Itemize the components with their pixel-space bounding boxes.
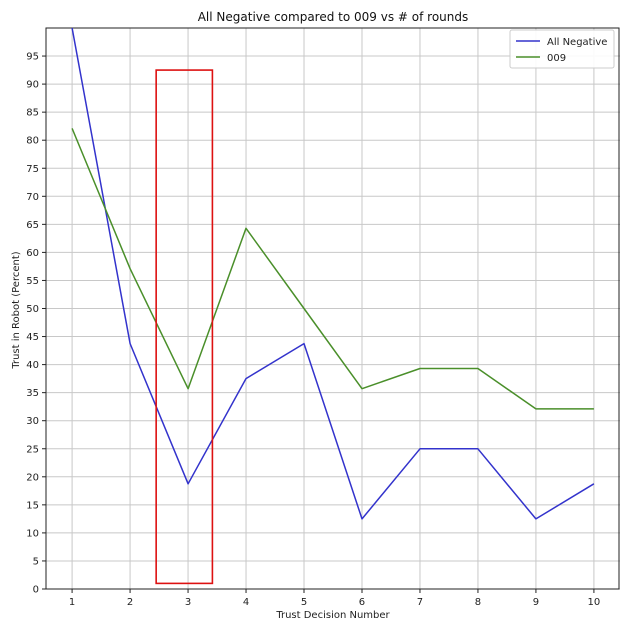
x-tick-label: 2 (127, 597, 133, 608)
y-tick-label: 15 (26, 500, 39, 511)
x-axis-ticks: 1 2 3 4 5 6 7 8 9 10 (69, 589, 600, 608)
y-tick-label: 45 (26, 332, 39, 343)
x-tick-label: 7 (417, 597, 423, 608)
series-line-all-negative (71, 27, 595, 520)
y-tick-label: 0 (33, 585, 39, 596)
y-axis-label: Trust in Robot (Percent) (11, 251, 22, 369)
x-tick-label: 10 (588, 597, 601, 608)
highlight-box (155, 69, 214, 585)
y-tick-label: 35 (26, 388, 39, 399)
y-tick-label: 60 (26, 248, 39, 259)
y-tick-label: 25 (26, 444, 39, 455)
legend: All Negative 009 (509, 29, 615, 69)
x-tick-label: 1 (69, 597, 75, 608)
grid (46, 28, 620, 590)
y-tick-label: 90 (26, 80, 39, 91)
y-tick-label: 30 (26, 416, 39, 427)
x-tick-label: 8 (475, 597, 481, 608)
series-lines (71, 27, 595, 520)
x-tick-label: 5 (301, 597, 307, 608)
y-tick-label: 80 (26, 136, 39, 147)
x-tick-label: 9 (533, 597, 539, 608)
x-tick-label: 3 (185, 597, 191, 608)
y-tick-label: 75 (26, 164, 39, 175)
chart-title: All Negative compared to 009 vs # of rou… (198, 10, 469, 24)
x-tick-label: 4 (243, 597, 249, 608)
legend-label-all-negative: All Negative (547, 37, 607, 48)
y-tick-label: 95 (26, 52, 39, 63)
y-tick-label: 40 (26, 360, 39, 371)
y-tick-label: 10 (26, 528, 39, 539)
y-tick-label: 5 (33, 556, 39, 567)
y-axis-ticks: 0 5 10 15 20 25 30 35 40 45 50 55 60 65 70 75 80 85 90 95 (26, 52, 46, 596)
x-axis-label: Trust Decision Number (275, 610, 390, 621)
series-line-009 (71, 128, 594, 410)
y-tick-label: 70 (26, 192, 39, 203)
x-tick-label: 6 (359, 597, 365, 608)
y-tick-label: 50 (26, 304, 39, 315)
legend-box (509, 29, 615, 69)
legend-label-009: 009 (547, 53, 566, 64)
y-tick-label: 85 (26, 108, 39, 119)
y-tick-label: 55 (26, 276, 39, 287)
y-tick-label: 20 (26, 472, 39, 483)
y-tick-label: 65 (26, 220, 39, 231)
